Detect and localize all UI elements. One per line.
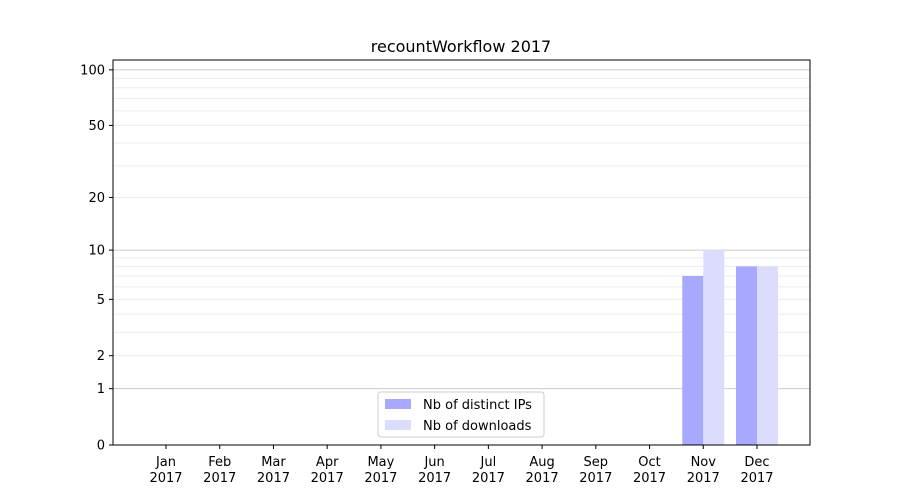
x-tick-label: Jun: [423, 455, 444, 470]
plot-frame: [112, 59, 811, 446]
x-tick-label: Sep: [584, 455, 609, 470]
x-tick-label: Apr: [316, 455, 339, 470]
x-tick-label: 2017: [472, 471, 505, 486]
y-tick-label: 50: [88, 119, 105, 134]
y-tick-label: 20: [88, 191, 105, 206]
legend-box: [377, 391, 545, 438]
bar-distinct-ips: [736, 266, 757, 445]
x-tick-label: 2017: [740, 471, 773, 486]
legend-label-downloads: Nb of downloads: [423, 419, 532, 434]
x-tick-label: Oct: [638, 455, 660, 470]
x-tick-label: 2017: [149, 471, 182, 486]
x-tick-label: Feb: [208, 455, 231, 470]
grid: [113, 69, 810, 390]
x-tick-label: Dec: [744, 455, 769, 470]
bar-downloads: [757, 266, 778, 445]
x-tick-label: 2017: [633, 471, 666, 486]
x-tick-label: 2017: [364, 471, 397, 486]
x-tick-label: 2017: [687, 471, 720, 486]
chart-title: recountWorkflow 2017: [371, 37, 551, 56]
y-tick-label: 100: [80, 63, 105, 78]
y-tick-label: 0: [97, 439, 105, 454]
x-tick-label: May: [367, 455, 394, 470]
x-tick-label: Nov: [691, 455, 717, 470]
x-tick-label: 2017: [526, 471, 559, 486]
y-tick-label: 2: [97, 349, 105, 364]
bars: [682, 250, 778, 445]
x-tick-label: Aug: [529, 455, 554, 470]
x-tick-label: Jul: [480, 455, 497, 470]
x-axis: Jan2017Feb2017Mar2017Apr2017May2017Jun20…: [149, 445, 774, 486]
bar-distinct-ips: [682, 275, 704, 445]
x-tick-label: Mar: [261, 455, 286, 470]
y-tick-label: 5: [97, 293, 105, 308]
legend: Nb of distinct IPs Nb of downloads: [377, 391, 545, 438]
x-tick-label: 2017: [257, 471, 290, 486]
x-tick-label: Jan: [155, 455, 176, 470]
y-axis: 0 1 2 5 10 20 50 100: [80, 63, 113, 454]
legend-swatch-ips: [385, 399, 411, 409]
bar-downloads: [703, 250, 725, 445]
x-tick-label: 2017: [579, 471, 612, 486]
legend-label-ips: Nb of distinct IPs: [423, 398, 532, 413]
y-tick-label: 1: [97, 382, 105, 397]
x-tick-label: 2017: [311, 471, 344, 486]
x-tick-label: 2017: [203, 471, 236, 486]
legend-swatch-downloads: [385, 420, 411, 430]
x-tick-label: 2017: [418, 471, 451, 486]
y-tick-label: 10: [88, 244, 105, 259]
